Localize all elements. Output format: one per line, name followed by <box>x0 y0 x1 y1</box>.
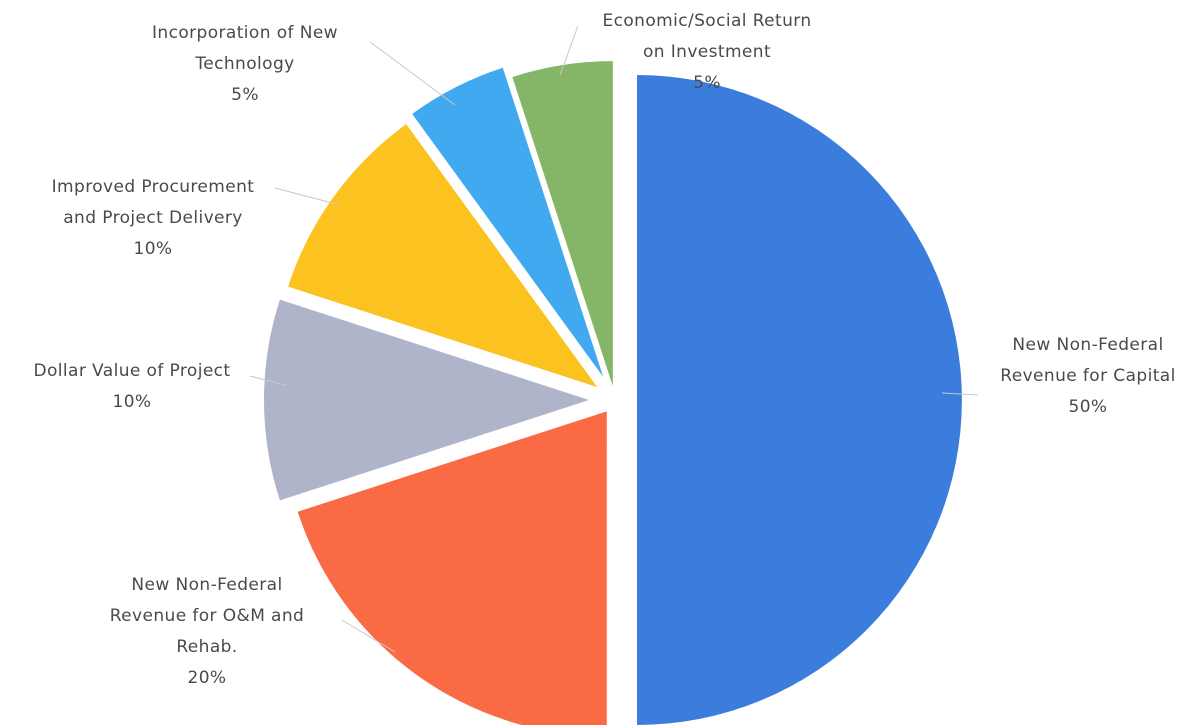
data-label: Improved Procurement and Project Delivery… <box>52 177 255 259</box>
pie-slice <box>512 61 613 387</box>
data-label: Economic/Social Return on Investment 5% <box>602 11 811 93</box>
data-label: Dollar Value of Project 10% <box>34 361 231 412</box>
leader-line <box>559 25 579 76</box>
leader-line <box>941 392 979 396</box>
leader-line <box>274 187 341 206</box>
data-label: Incorporation of New Technology 5% <box>152 23 338 105</box>
pie-slice <box>288 124 598 388</box>
data-label: New Non-Federal Revenue for Capital 50% <box>1000 335 1175 417</box>
data-label: New Non-Federal Revenue for O&M and Rehab.… <box>110 575 305 688</box>
pie-slice <box>264 299 589 501</box>
pie-slice <box>297 411 607 725</box>
leader-line <box>369 41 456 106</box>
pie-slice <box>412 67 604 377</box>
leader-line <box>249 375 286 386</box>
pie-slice <box>637 75 962 725</box>
leader-line <box>341 619 396 653</box>
